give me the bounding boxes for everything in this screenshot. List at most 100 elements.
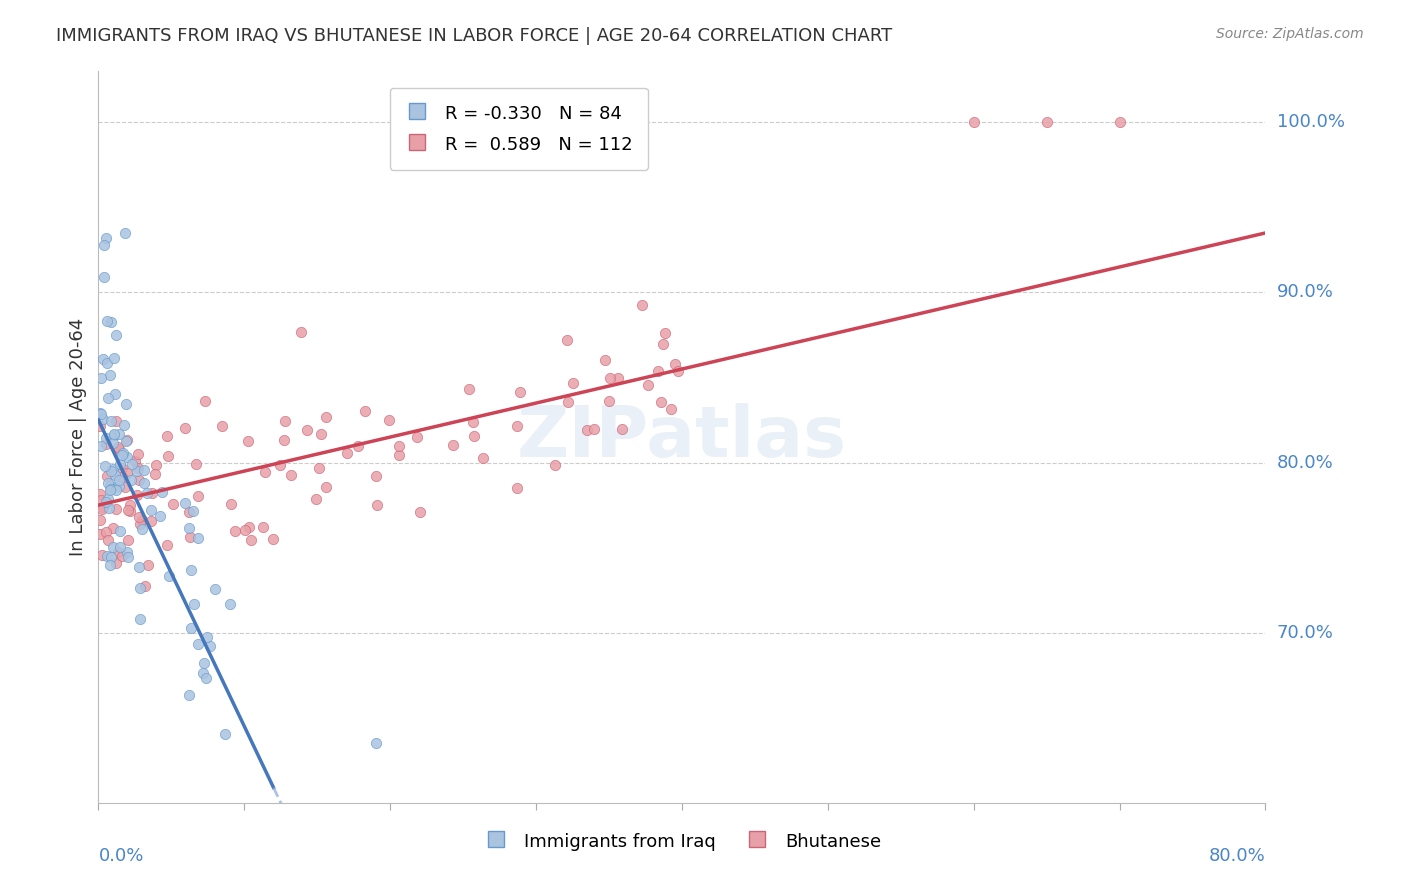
Point [104,483,127,497]
Point [650,395,672,409]
Point [104,557,127,571]
Point [96,469,118,483]
Point [103,428,125,442]
Point [441,437,464,451]
Point [309,427,332,442]
Text: 100.0%: 100.0% [1277,113,1344,131]
Point [94,524,117,539]
Point [179,530,201,544]
Point [308,461,330,475]
Point [128,581,150,595]
Point [595,352,617,367]
Point [108,479,131,493]
Point [269,458,291,473]
Point [117,503,139,517]
Point [128,473,150,487]
Point [221,497,243,511]
Point [114,226,136,240]
Point [90,548,112,562]
Point [354,404,377,418]
Point [157,568,180,582]
Text: ZIPatlas: ZIPatlas [517,402,846,472]
Text: 70.0%: 70.0% [1277,624,1333,641]
Point [97,491,120,506]
Point [364,468,387,483]
Point [290,325,312,339]
Point [107,440,129,454]
Point [115,450,138,464]
Point [131,522,153,536]
Point [101,521,124,535]
Point [112,446,135,460]
Point [108,473,131,487]
Point [127,447,149,461]
Point [90,492,112,507]
Point [583,422,606,436]
Point [631,298,654,312]
Point [181,504,204,518]
Point [280,468,302,483]
Point [94,436,117,450]
Point [575,423,598,437]
Point [150,485,173,500]
Point [388,439,411,453]
Point [89,513,111,527]
Point [198,639,221,653]
Text: 80.0%: 80.0% [1209,847,1265,864]
Point [544,458,567,473]
Point [195,630,218,644]
Point [97,475,120,490]
Point [100,414,122,428]
Point [100,549,122,564]
Point [335,445,357,459]
Point [91,502,114,516]
Text: 90.0%: 90.0% [1277,284,1333,301]
Point [136,486,159,500]
Point [104,386,127,401]
Point [93,459,115,474]
Point [659,401,682,416]
Point [506,481,529,495]
Point [91,411,114,425]
Point [131,513,153,527]
Point [637,378,659,392]
Point [129,612,152,626]
Point [110,524,132,538]
Point [654,326,676,340]
Point [115,467,138,481]
Point [252,520,274,534]
Point [98,558,121,573]
Point [124,454,146,468]
Point [364,736,387,750]
Point [98,483,121,497]
Point [120,473,142,487]
Point [90,407,112,421]
Point [141,514,163,528]
Point [157,450,180,464]
Point [273,433,295,447]
Text: IMMIGRANTS FROM IRAQ VS BHUTANESE IN LABOR FORCE | AGE 20-64 CORRELATION CHART: IMMIGRANTS FROM IRAQ VS BHUTANESE IN LAB… [56,27,893,45]
Point [187,489,209,503]
Point [409,505,432,519]
Point [239,533,262,547]
Point [89,418,111,433]
Point [274,414,297,428]
Point [183,597,205,611]
Point [104,328,127,343]
Point [315,410,337,425]
Point [90,370,112,384]
Point [304,491,326,506]
Point [204,582,226,597]
Point [346,439,368,453]
Point [162,497,184,511]
Point [195,671,218,685]
Point [111,469,134,483]
Point [187,531,209,545]
Point [96,314,118,328]
Point [94,430,117,444]
Point [193,656,215,670]
Point [149,508,172,523]
Point [180,621,202,635]
Point [117,433,139,447]
Point [236,434,259,449]
